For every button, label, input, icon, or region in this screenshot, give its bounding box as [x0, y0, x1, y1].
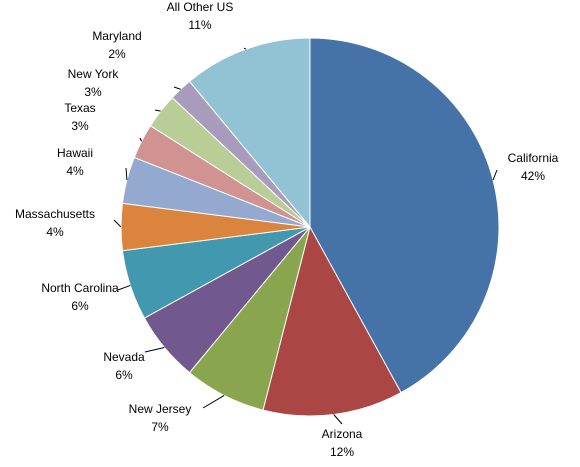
slice-label: All Other US	[167, 0, 234, 14]
slice-label: Hawaii	[57, 146, 93, 160]
pie-slice	[309, 37, 500, 394]
leader-line	[492, 169, 498, 181]
leader-line	[173, 86, 181, 90]
leader-line	[125, 167, 128, 181]
slice-label: Maryland	[92, 29, 141, 43]
slice-value-label: 3%	[84, 85, 102, 99]
slice-label: Texas	[64, 101, 95, 115]
pie-slice	[262, 225, 402, 417]
leader-line	[243, 47, 247, 50]
leader-line	[144, 346, 165, 353]
leader-line	[154, 109, 161, 112]
slice-value-label: 6%	[115, 368, 133, 382]
slice-value-label: 42%	[521, 169, 545, 183]
slice-label: California	[508, 151, 559, 165]
slice-value-label: 11%	[188, 18, 211, 32]
slice-label: Nevada	[103, 350, 145, 364]
slice-value-label: 4%	[46, 225, 64, 239]
pie-slice	[188, 37, 311, 229]
slice-value-label: 3%	[71, 119, 89, 133]
leader-line	[333, 414, 343, 425]
leader-line	[117, 284, 131, 291]
slice-label: Arizona	[322, 427, 363, 441]
slice-value-label: 2%	[108, 47, 126, 61]
slice-value-label: 7%	[151, 420, 169, 434]
leader-line	[113, 219, 122, 228]
slice-value-label: 6%	[71, 299, 89, 313]
slice-label: North Carolina	[41, 281, 119, 295]
leader-line	[139, 137, 143, 142]
slice-value-label: 12%	[330, 445, 354, 459]
slice-value-label: 4%	[66, 164, 84, 178]
slice-label: New Jersey	[129, 402, 192, 416]
leader-line	[202, 394, 225, 409]
slice-label: New York	[68, 67, 120, 81]
slice-label: Massachusetts	[15, 207, 95, 221]
